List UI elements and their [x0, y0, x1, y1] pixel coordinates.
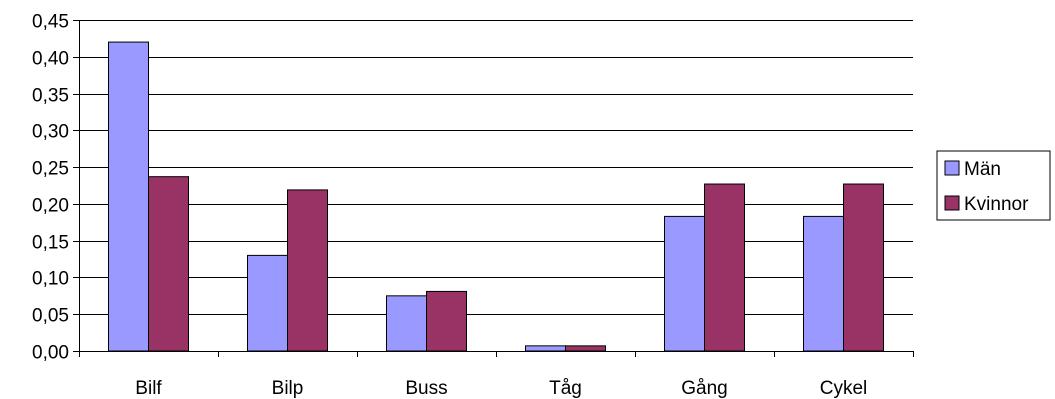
bar-kvinnor-cykel	[843, 183, 884, 352]
axes	[79, 20, 914, 357]
bar-m-n-bilp	[247, 254, 288, 352]
y-tick-label: 0,15	[32, 233, 69, 254]
x-tick-labels: Bilf Bilp Buss Tåg Gång Cykel	[135, 378, 867, 399]
y-tick-label: 0,40	[32, 49, 69, 70]
bars	[108, 41, 884, 352]
legend-swatch-man	[944, 160, 960, 176]
bar-m-n-g-ng	[664, 215, 705, 352]
bar-kvinnor-bilp	[287, 189, 328, 352]
x-tick-label: Cykel	[820, 378, 868, 399]
x-tick-label: Gång	[681, 378, 727, 399]
y-tick-label: 0,45	[32, 12, 69, 33]
legend-label-kvinnor: Kvinnor	[964, 194, 1029, 215]
legend-label-man: Män	[964, 159, 1001, 180]
y-tick-label: 0,00	[32, 343, 69, 364]
legend-swatch-kvinnor	[944, 195, 960, 211]
bar-kvinnor-buss	[426, 290, 467, 352]
y-tick-label: 0,35	[32, 86, 69, 107]
y-tick-label: 0,10	[32, 269, 69, 290]
y-tick-label: 0,05	[32, 306, 69, 327]
x-tick-label: Buss	[405, 378, 447, 399]
gridlines	[73, 20, 913, 352]
y-tick-labels: 0,00 0,05 0,10 0,15 0,20 0,25 0,30 0,35 0,40 0,45	[32, 12, 69, 364]
x-tick-label: Bilp	[272, 378, 304, 399]
y-tick-label: 0,30	[32, 122, 69, 143]
bar-kvinnor-bilf	[148, 176, 189, 352]
bar-kvinnor-t-g	[565, 345, 606, 352]
bar-m-n-cykel	[803, 215, 844, 352]
bar-m-n-t-g	[525, 345, 566, 352]
legend: Män Kvinnor	[936, 150, 1051, 221]
y-tick-label: 0,25	[32, 159, 69, 180]
bar-kvinnor-g-ng	[704, 183, 745, 352]
bar-m-n-buss	[386, 295, 427, 352]
bar-m-n-bilf	[108, 41, 149, 352]
x-tick-label: Tåg	[549, 378, 582, 399]
y-tick-label: 0,20	[32, 196, 69, 217]
x-tick-label: Bilf	[135, 378, 162, 399]
